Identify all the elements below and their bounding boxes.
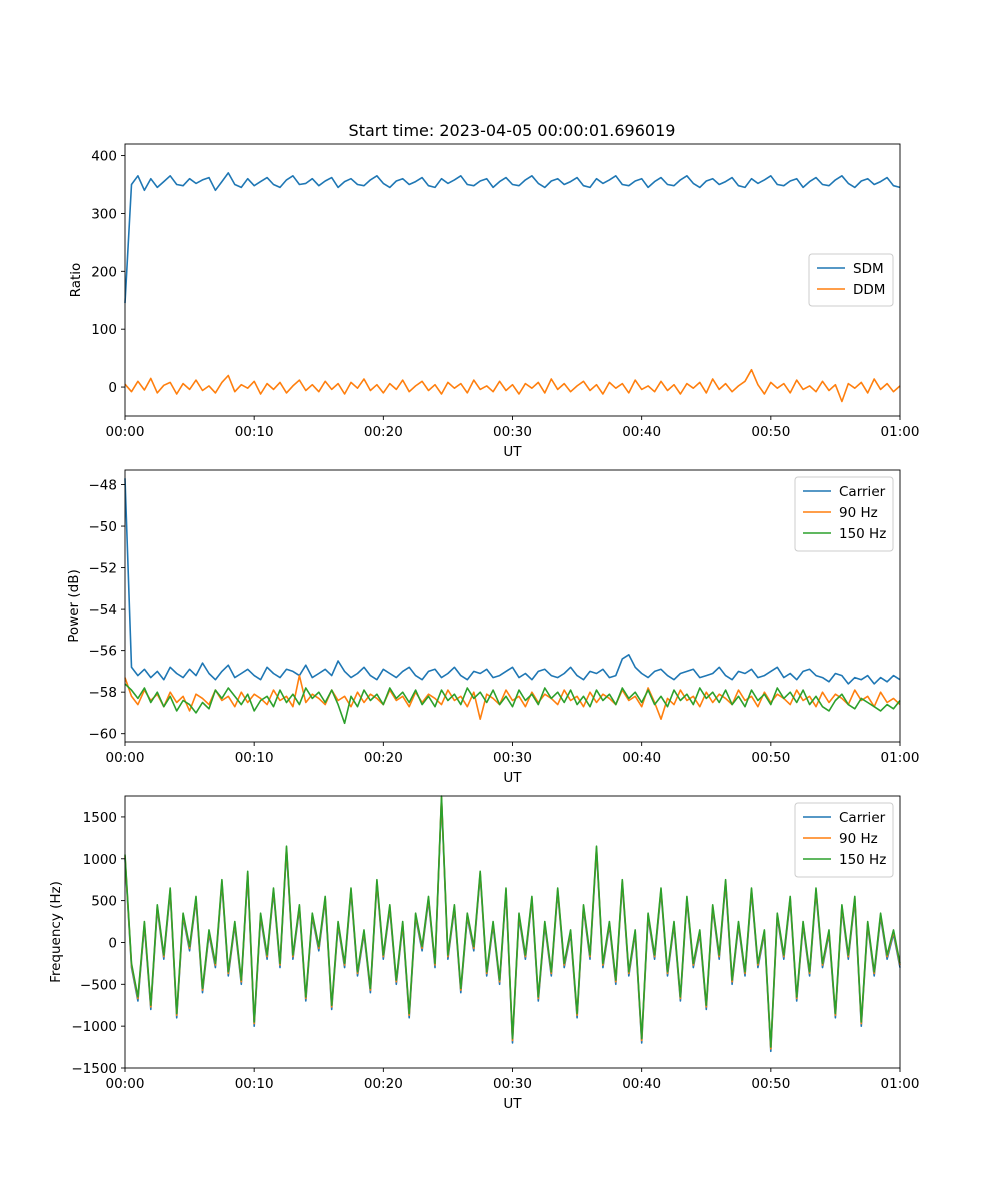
x-tick-label: 00:10 <box>235 1076 274 1092</box>
x-tick-label: 00:00 <box>106 750 145 766</box>
x-tick-label: 00:50 <box>751 1076 790 1092</box>
y-tick-label: −500 <box>80 977 117 993</box>
legend-label: Carrier <box>839 810 886 826</box>
chart-panel-1: 00:00 00:10 00:20 00:30 00:40 00:50 01:00 0 100 2… <box>68 143 920 460</box>
x-tick-label: 01:00 <box>881 1076 920 1092</box>
legend-box <box>808 253 894 307</box>
x-axis-label: UT <box>503 444 522 460</box>
y-tick-label: −50 <box>89 519 118 535</box>
x-tick-label: 00:50 <box>751 424 790 440</box>
legend-label: DDM <box>853 282 885 298</box>
series-line-carrier <box>124 799 901 1053</box>
y-tick-label: 500 <box>91 894 117 910</box>
y-tick-label: 0 <box>108 380 117 396</box>
x-tick-label: 00:40 <box>622 750 661 766</box>
x-tick-label: 01:00 <box>881 424 920 440</box>
x-tick-label: 00:00 <box>106 424 145 440</box>
y-tick-label: 100 <box>91 322 117 338</box>
y-tick-label: 300 <box>91 206 117 222</box>
y-tick-label: −58 <box>89 685 118 701</box>
x-tick-label: 00:20 <box>364 1076 403 1092</box>
x-tick-label: 00:30 <box>493 750 532 766</box>
series-line-ddm <box>124 368 901 403</box>
y-tick-label: −52 <box>89 561 118 577</box>
y-axis-label: Frequency (Hz) <box>48 881 64 983</box>
y-tick-label: −56 <box>89 644 118 660</box>
legend-label: 90 Hz <box>839 505 878 521</box>
y-tick-label: −60 <box>89 727 118 743</box>
x-tick-label: 00:30 <box>493 424 532 440</box>
y-tick-label: −48 <box>89 478 118 494</box>
y-tick-label: −1000 <box>71 1019 117 1035</box>
y-axis-label: Ratio <box>68 263 84 298</box>
x-tick-label: 00:10 <box>235 750 274 766</box>
y-axis-label: Power (dB) <box>66 569 82 642</box>
chart-panel-3: 00:00 00:10 00:20 00:30 00:40 00:50 01:00 1500 1… <box>48 795 920 1112</box>
x-tick-label: 00:50 <box>751 750 790 766</box>
x-tick-label: 00:10 <box>235 424 274 440</box>
legend: Carrier 90 Hz 150 Hz <box>794 802 894 878</box>
x-tick-label: 00:40 <box>622 424 661 440</box>
legend-label: 150 Hz <box>839 526 886 542</box>
x-tick-label: 00:30 <box>493 1076 532 1092</box>
y-tick-label: 1000 <box>83 852 117 868</box>
x-tick-label: 00:00 <box>106 1076 145 1092</box>
y-tick-label: 200 <box>91 264 117 280</box>
y-tick-label: 400 <box>91 149 117 165</box>
x-tick-label: 00:20 <box>364 750 403 766</box>
legend: SDM DDM <box>808 253 894 307</box>
y-tick-label: 1500 <box>83 810 117 826</box>
legend-label: 90 Hz <box>839 831 878 847</box>
y-tick-label: 0 <box>108 935 117 951</box>
x-axis-label: UT <box>503 770 522 786</box>
legend-label: Carrier <box>839 484 886 500</box>
legend: Carrier 90 Hz 150 Hz <box>794 476 894 552</box>
series-line-sdm <box>124 172 901 304</box>
x-axis-label: UT <box>503 1096 522 1112</box>
legend-label: 150 Hz <box>839 852 886 868</box>
series-line-90-hz <box>124 796 901 1050</box>
series-line-150-hz <box>124 795 901 1048</box>
series-line-carrier <box>124 478 901 685</box>
y-tick-label: −54 <box>89 602 118 618</box>
chart-panel-2: 00:00 00:10 00:20 00:30 00:40 00:50 01:00 −48 −5… <box>66 469 920 786</box>
series-line-150-hz <box>124 683 901 725</box>
x-tick-label: 00:40 <box>622 1076 661 1092</box>
x-tick-label: 00:20 <box>364 424 403 440</box>
chart-panels: 00:00 00:10 00:20 00:30 00:40 00:50 01:00 0 100 2… <box>48 143 920 1112</box>
figure-title: Start time: 2023-04-05 00:00:01.696019 <box>349 121 676 140</box>
y-tick-label: −1500 <box>71 1061 117 1077</box>
legend-label: SDM <box>853 261 884 277</box>
x-tick-label: 01:00 <box>881 750 920 766</box>
